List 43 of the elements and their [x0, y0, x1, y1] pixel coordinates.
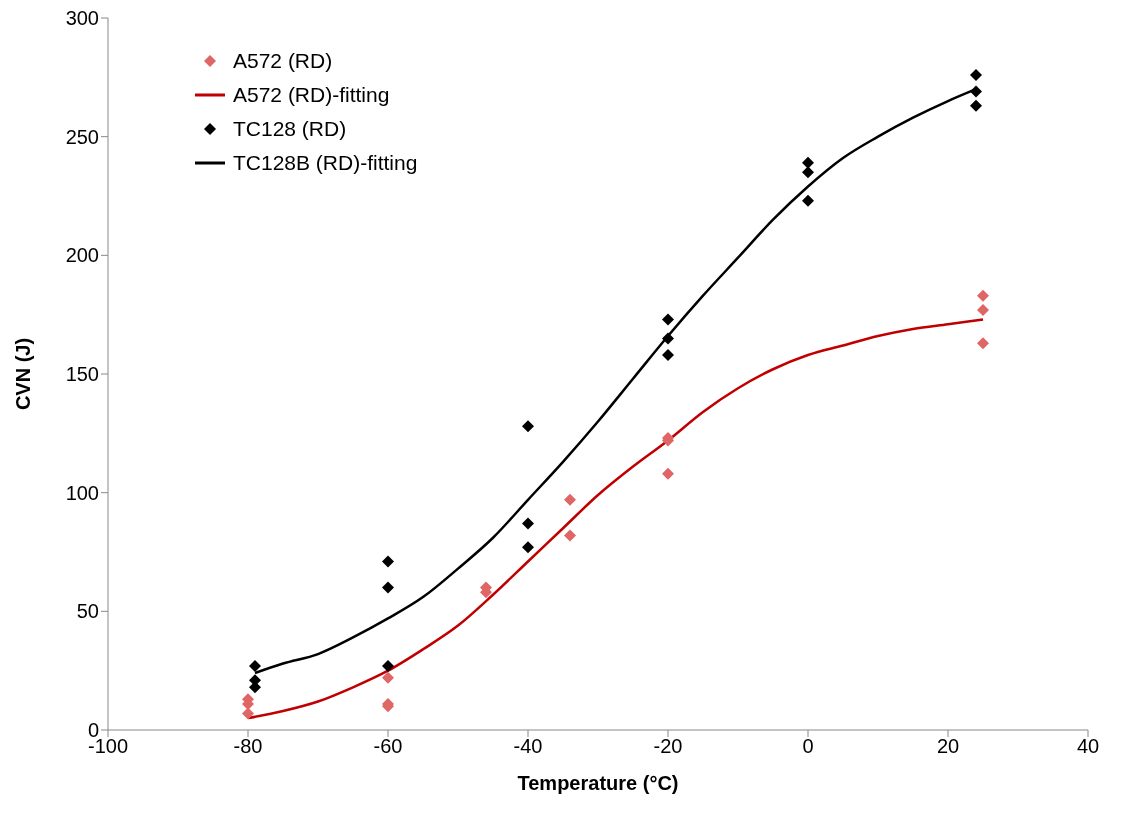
point: [802, 156, 814, 169]
x-tick-label: 20: [936, 735, 960, 758]
point: [977, 303, 989, 316]
point: [977, 289, 989, 302]
point: [382, 581, 394, 594]
x-tick-label: -60: [373, 735, 403, 758]
point: [564, 493, 576, 506]
point: [802, 194, 814, 207]
point: [662, 332, 674, 345]
y-tick-label: 150: [65, 363, 99, 386]
y-tick-label: 250: [65, 125, 99, 148]
legend-label: TC128 (RD): [233, 116, 347, 142]
point: [970, 85, 982, 98]
point: [522, 517, 534, 530]
point: [522, 420, 534, 433]
point: [242, 707, 254, 720]
point: [662, 467, 674, 480]
point: [564, 529, 576, 542]
x-axis-title: Temperature (°C): [517, 772, 679, 794]
legend-label: A572 (RD)-fitting: [233, 82, 390, 108]
point: [802, 166, 814, 179]
point: [977, 337, 989, 350]
y-tick-label: 50: [76, 600, 99, 623]
point: [382, 659, 394, 672]
point: [382, 555, 394, 568]
x-tick-label: -80: [233, 735, 263, 758]
point: [970, 68, 982, 81]
point: [382, 671, 394, 684]
x-tick-label: 40: [1076, 735, 1100, 758]
point: [970, 99, 982, 112]
point: [662, 349, 674, 362]
legend-label: TC128B (RD)-fitting: [233, 150, 418, 176]
legend-label: A572 (RD): [233, 48, 333, 74]
x-tick-label: 0: [802, 735, 814, 758]
y-tick-label: 100: [65, 481, 99, 504]
y-axis-title: CVN (J): [12, 337, 35, 411]
point: [522, 541, 534, 554]
point: [662, 313, 674, 326]
x-tick-label: -40: [513, 735, 543, 758]
x-tick-label: -20: [653, 735, 683, 758]
y-tick-label: 300: [65, 7, 99, 30]
point: [249, 659, 261, 672]
y-tick-label: 200: [65, 244, 99, 267]
